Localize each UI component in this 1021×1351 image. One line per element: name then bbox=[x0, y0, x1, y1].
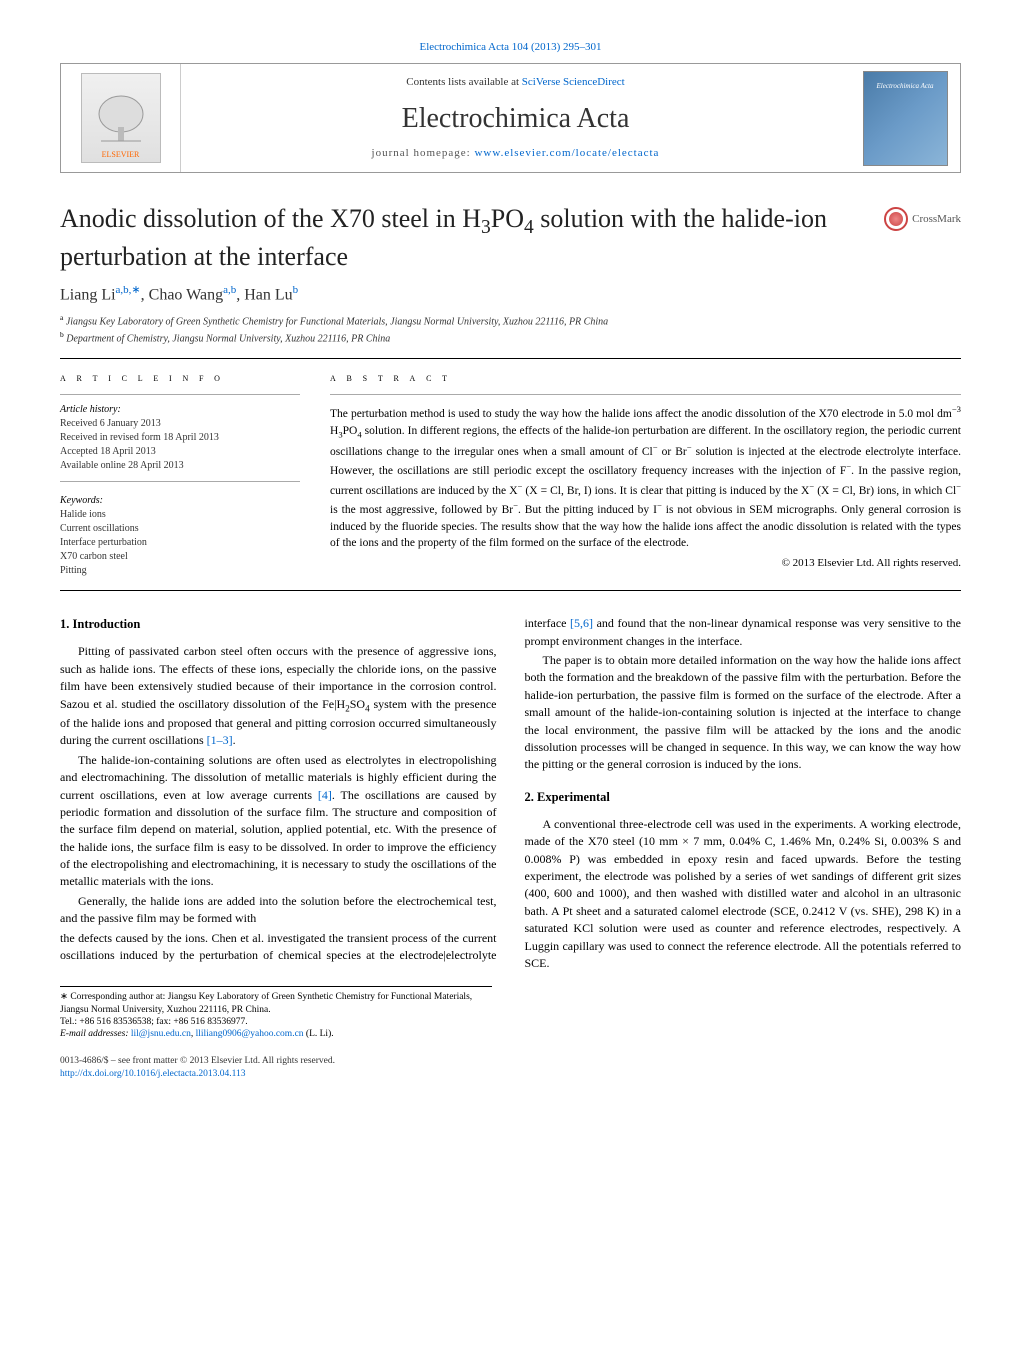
keyword: Pitting bbox=[60, 564, 300, 578]
divider bbox=[60, 358, 961, 359]
author-2-affil[interactable]: a,b bbox=[223, 284, 236, 296]
authors: Liang Lia,b,∗, Chao Wanga,b, Han Lub bbox=[60, 283, 961, 307]
citation-link[interactable]: [4] bbox=[318, 788, 332, 802]
keywords-label: Keywords: bbox=[60, 494, 300, 508]
paragraph: A conventional three-electrode cell was … bbox=[525, 816, 962, 973]
history-label: Article history: bbox=[60, 403, 300, 417]
author-3-affil[interactable]: b bbox=[293, 284, 299, 296]
divider bbox=[60, 590, 961, 591]
affiliations: a Jiangsu Key Laboratory of Green Synthe… bbox=[60, 313, 961, 346]
citation-link[interactable]: [5,6] bbox=[570, 616, 593, 630]
abstract-heading: a b s t r a c t bbox=[330, 371, 961, 386]
cover-title: Electrochimica Acta bbox=[877, 82, 934, 92]
paragraph: Pitting of passivated carbon steel often… bbox=[60, 643, 497, 749]
homepage-prefix: journal homepage: bbox=[372, 147, 475, 159]
title-text-1: Anodic dissolution of the X70 steel in H bbox=[60, 204, 481, 233]
elsevier-label: ELSEVIER bbox=[102, 149, 140, 160]
online-date: Available online 28 April 2013 bbox=[60, 459, 300, 473]
affiliation-b: Department of Chemistry, Jiangsu Normal … bbox=[66, 333, 390, 344]
received-date: Received 6 January 2013 bbox=[60, 417, 300, 431]
journal-homepage: journal homepage: www.elsevier.com/locat… bbox=[189, 146, 842, 161]
body-text: 1. Introduction Pitting of passivated ca… bbox=[60, 615, 961, 972]
abstract: a b s t r a c t The perturbation method … bbox=[330, 371, 961, 578]
author-1-affil[interactable]: a,b,∗ bbox=[116, 284, 141, 296]
divider-thin bbox=[330, 394, 961, 395]
journal-cover: Electrochimica Acta bbox=[863, 71, 948, 166]
abstract-text: The perturbation method is used to study… bbox=[330, 403, 961, 552]
elsevier-logo: ELSEVIER bbox=[81, 73, 161, 163]
author-2: Chao Wang bbox=[149, 287, 223, 304]
keyword: Interface perturbation bbox=[60, 536, 300, 550]
elsevier-tree-icon bbox=[91, 89, 151, 149]
publisher-logo-box: ELSEVIER bbox=[61, 64, 181, 172]
homepage-link[interactable]: www.elsevier.com/locate/electacta bbox=[474, 147, 659, 159]
keyword: Current oscillations bbox=[60, 522, 300, 536]
article-info: a r t i c l e i n f o Article history: R… bbox=[60, 371, 300, 578]
footnote-corr: ∗ Corresponding author at: Jiangsu Key L… bbox=[60, 991, 492, 1016]
keyword: Halide ions bbox=[60, 508, 300, 522]
title-text-2: PO bbox=[491, 204, 524, 233]
affil-sup-b: b bbox=[60, 330, 64, 339]
footnote-tel: Tel.: +86 516 83536538; fax: +86 516 835… bbox=[60, 1016, 492, 1028]
corresponding-author-footnote: ∗ Corresponding author at: Jiangsu Key L… bbox=[60, 986, 492, 1040]
affil-sup-a: a bbox=[60, 313, 63, 322]
crossmark-badge[interactable]: CrossMark bbox=[884, 207, 961, 231]
article-title: Anodic dissolution of the X70 steel in H… bbox=[60, 203, 864, 273]
journal-cover-box: Electrochimica Acta bbox=[850, 64, 960, 172]
divider-thin bbox=[60, 481, 300, 482]
revised-date: Received in revised form 18 April 2013 bbox=[60, 431, 300, 445]
affiliation-a: Jiangsu Key Laboratory of Green Syntheti… bbox=[66, 317, 608, 328]
section-heading-exp: 2. Experimental bbox=[525, 788, 962, 806]
email-link-2[interactable]: lliliang0906@yahoo.com.cn bbox=[196, 1029, 304, 1039]
email-link-1[interactable]: lil@jsnu.edu.cn bbox=[131, 1029, 191, 1039]
crossmark-icon bbox=[884, 207, 908, 231]
paragraph: The paper is to obtain more detailed inf… bbox=[525, 652, 962, 774]
footnote-email: E-mail addresses: lil@jsnu.edu.cn, llili… bbox=[60, 1028, 492, 1040]
sciencedirect-link[interactable]: SciVerse ScienceDirect bbox=[522, 76, 625, 88]
title-sub-2: 4 bbox=[524, 218, 534, 239]
author-3: Han Lu bbox=[244, 287, 292, 304]
citation-link[interactable]: [1–3] bbox=[207, 733, 233, 747]
abstract-copyright: © 2013 Elsevier Ltd. All rights reserved… bbox=[330, 556, 961, 571]
contents-prefix: Contents lists available at bbox=[406, 76, 521, 88]
keyword: X70 carbon steel bbox=[60, 550, 300, 564]
title-sub-1: 3 bbox=[481, 218, 491, 239]
author-1: Liang Li bbox=[60, 287, 116, 304]
crossmark-label: CrossMark bbox=[912, 212, 961, 227]
journal-header-center: Contents lists available at SciVerse Sci… bbox=[181, 67, 850, 169]
divider-thin bbox=[60, 394, 300, 395]
section-heading-intro: 1. Introduction bbox=[60, 615, 497, 633]
contents-available: Contents lists available at SciVerse Sci… bbox=[189, 75, 842, 90]
accepted-date: Accepted 18 April 2013 bbox=[60, 445, 300, 459]
paragraph: Generally, the halide ions are added int… bbox=[60, 893, 497, 928]
bottom-metadata: 0013-4686/$ – see front matter © 2013 El… bbox=[60, 1055, 961, 1082]
journal-reference[interactable]: Electrochimica Acta 104 (2013) 295–301 bbox=[60, 40, 961, 55]
article-info-heading: a r t i c l e i n f o bbox=[60, 371, 300, 386]
journal-name: Electrochimica Acta bbox=[189, 99, 842, 138]
journal-header: ELSEVIER Contents lists available at Sci… bbox=[60, 63, 961, 173]
doi-link[interactable]: http://dx.doi.org/10.1016/j.electacta.20… bbox=[60, 1069, 246, 1079]
issn-line: 0013-4686/$ – see front matter © 2013 El… bbox=[60, 1055, 961, 1068]
paragraph: The halide-ion-containing solutions are … bbox=[60, 752, 497, 891]
